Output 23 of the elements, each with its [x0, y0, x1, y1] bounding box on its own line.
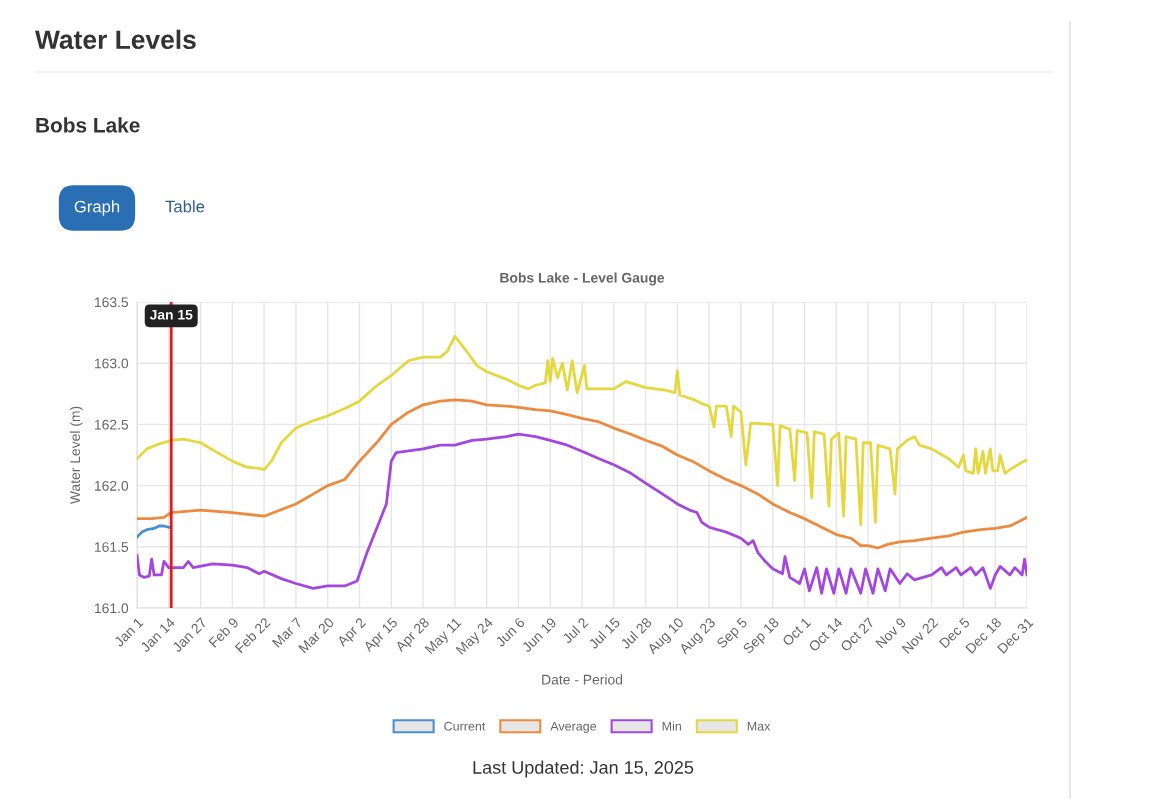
text: Table	[165, 200, 205, 213]
legend-label: Current	[444, 721, 486, 731]
y-axis-title: Water Level (m)	[69, 406, 83, 505]
y-tick-label: 162.5	[94, 419, 129, 430]
x-axis-title: Date - Period	[542, 674, 623, 685]
text: Water Levels	[35, 29, 196, 50]
text: Graph	[74, 200, 120, 216]
line-series	[137, 432, 1027, 595]
text: Last Updated: Jan 15, 2025	[473, 760, 694, 778]
line-series	[137, 524, 171, 539]
y-tick-label: 163.5	[94, 297, 129, 308]
y-tick-label: 161.0	[94, 603, 129, 614]
chart-title: Bobs Lake - Level Gauge	[500, 272, 665, 286]
x-tick-label: Jul 15	[587, 616, 621, 650]
legend-label: Average	[550, 721, 597, 734]
y-tick-label: 161.5	[94, 542, 129, 552]
legend-label: Max	[747, 721, 771, 731]
legend-label: Min	[662, 721, 681, 731]
ref-line-label: Jan 15	[149, 309, 193, 320]
y-tick-label: 163.0	[94, 358, 129, 369]
x-tick-label: Jul 2	[561, 616, 589, 645]
y-tick-label: 162.0	[94, 480, 129, 491]
text: Bobs Lake	[36, 117, 140, 133]
